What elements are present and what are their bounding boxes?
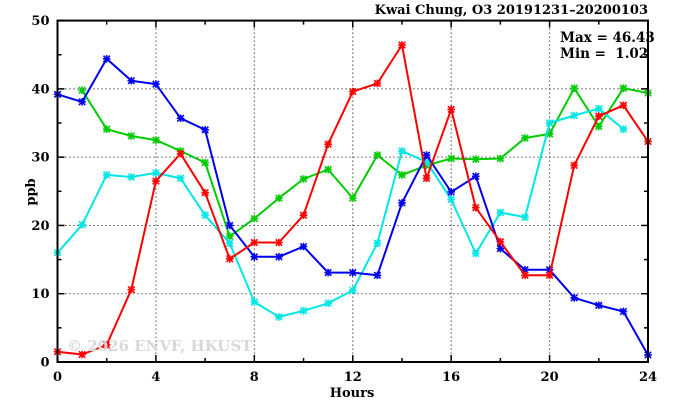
series-markers-green-line xyxy=(78,84,652,241)
series-line-blue-line xyxy=(57,57,649,356)
series-green-line xyxy=(78,84,652,241)
y-tick-label-20: 20 xyxy=(31,219,49,234)
x-tick-label-16: 16 xyxy=(442,370,460,385)
x-tick-label-12: 12 xyxy=(344,370,362,385)
y-tick-label-40: 40 xyxy=(31,82,49,97)
y-tick-label-50: 50 xyxy=(31,14,49,29)
series-line-green-line xyxy=(81,87,649,238)
y-tick-label-10: 10 xyxy=(31,287,49,302)
tick-layer xyxy=(56,19,649,363)
tick-label-layer: 0 4 8 12 16 20 24 0 10 20 30 40 50 xyxy=(31,14,657,385)
plot-border xyxy=(56,19,649,363)
x-axis-label: Hours xyxy=(330,386,375,401)
x-tick-label-24: 24 xyxy=(639,370,657,385)
y-axis-label: ppb xyxy=(24,178,39,205)
watermark: © 2026 ENVF, HKUST xyxy=(67,337,253,355)
series-line-cyan-line xyxy=(56,107,625,318)
grid-layer xyxy=(57,20,648,362)
y-tick-label-30: 30 xyxy=(31,151,49,166)
x-tick-label-0: 0 xyxy=(53,370,62,385)
y-tick-label-0: 0 xyxy=(40,356,49,371)
x-tick-label-8: 8 xyxy=(250,370,259,385)
chart-title: Kwai Chung, O3 20191231–20200103 xyxy=(375,3,648,18)
stat-max: Max = 46.43 xyxy=(560,30,655,46)
stat-min: Min = 1.02 xyxy=(560,46,648,62)
x-tick-label-4: 4 xyxy=(151,370,160,385)
x-tick-label-20: 20 xyxy=(541,370,559,385)
